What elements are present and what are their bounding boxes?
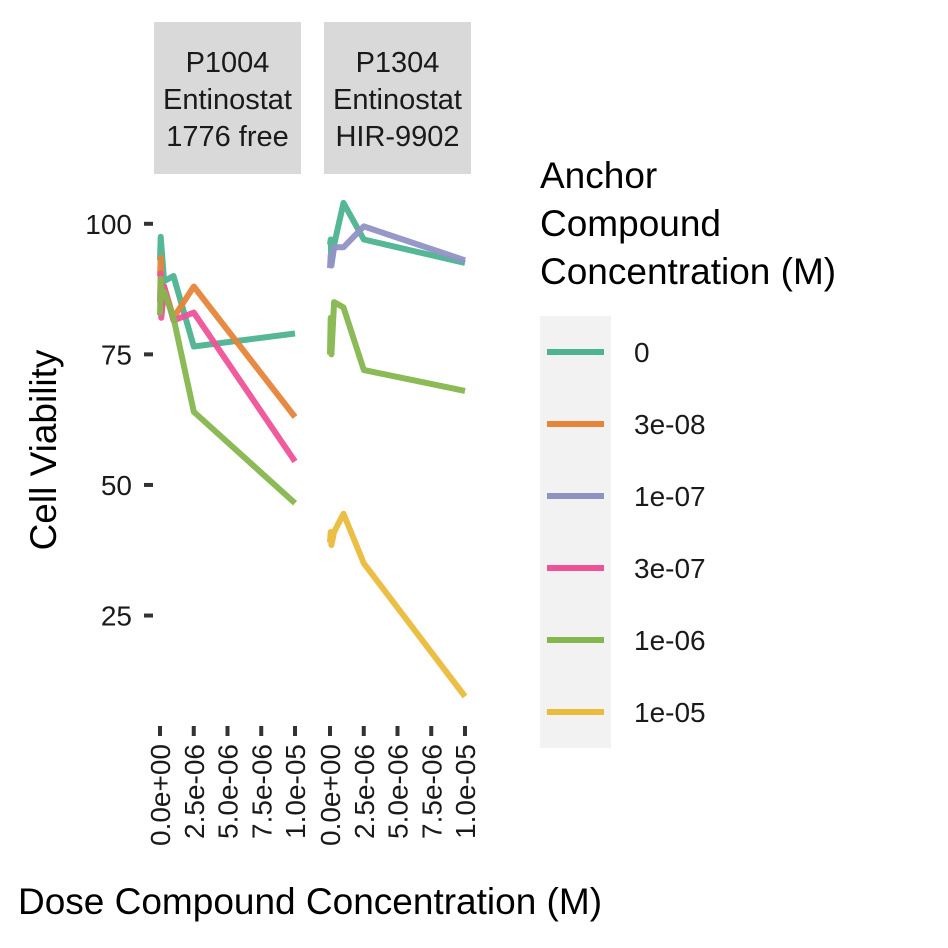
legend-title: Concentration (M): [540, 251, 836, 292]
y-axis: 25 50 75 100: [85, 209, 153, 632]
x-tick-label: 1.0e-05: [280, 744, 311, 839]
x-tick-label: 5.0e-06: [213, 744, 244, 839]
x-tick-label: 0.0e+00: [145, 744, 176, 846]
facet-strip-2: P1304 Entinostat HIR-9902: [324, 22, 471, 174]
x-tick-label: 0.0e+00: [315, 744, 346, 846]
x-axes: 0.0e+00 2.5e-06 5.0e-06 7.5e-06 1.0e-05 0.0e+…: [145, 726, 481, 846]
facet-strip-label: P1304: [356, 47, 440, 79]
x-tick-label: 1.0e-05: [450, 744, 481, 839]
series-line-2-1e-06: [327, 299, 466, 394]
legend-label: 3e-08: [634, 409, 706, 440]
facet-strip-label: Entinostat: [163, 84, 292, 116]
y-tick-label: 75: [101, 339, 132, 370]
y-tick-label: 100: [85, 209, 132, 240]
legend-label: 3e-07: [634, 553, 706, 584]
legend-label: 1e-07: [634, 481, 706, 512]
legend-label: 1e-06: [634, 625, 706, 656]
legend-title: Anchor: [540, 155, 657, 196]
x-tick-label: 2.5e-06: [349, 744, 380, 839]
y-axis-title: Cell Viability: [23, 349, 64, 550]
facet-strip-background: [154, 22, 301, 174]
legend-label: 1e-05: [634, 697, 706, 728]
legend: Anchor Compound Concentration (M) 0 3e-08 1e-…: [540, 155, 836, 748]
facet-strip-background: [324, 22, 471, 174]
x-tick-label: 5.0e-06: [383, 744, 414, 839]
facet-strip-label: HIR-9902: [335, 121, 459, 153]
series-line-2-1e-05: [327, 510, 468, 699]
x-tick-label: 7.5e-06: [416, 744, 447, 839]
facet-strips: P1004 Entinostat 1776 free P1304 Entinostat H…: [154, 22, 471, 174]
x-tick-label: 7.5e-06: [246, 744, 277, 839]
facet-strip-1: P1004 Entinostat 1776 free: [154, 22, 301, 174]
data-lines: [157, 199, 468, 699]
legend-key-background: [540, 316, 611, 748]
y-tick-label: 25: [101, 601, 132, 632]
facet-strip-label: P1004: [186, 47, 270, 79]
facet-strip-label: Entinostat: [333, 84, 462, 116]
x-axis-title: Dose Compound Concentration (M): [18, 881, 602, 922]
legend-title: Compound: [540, 203, 721, 244]
series-line-2-1e-07: [327, 223, 466, 269]
series-line-1-3e-07: [157, 270, 298, 464]
x-tick-label: 2.5e-06: [179, 744, 210, 839]
legend-label: 0: [634, 337, 650, 368]
series-line-1-1e-06: [157, 275, 298, 506]
y-tick-label: 50: [101, 470, 132, 501]
series-line-1-0: [157, 233, 296, 350]
facet-strip-label: 1776 free: [166, 121, 289, 153]
